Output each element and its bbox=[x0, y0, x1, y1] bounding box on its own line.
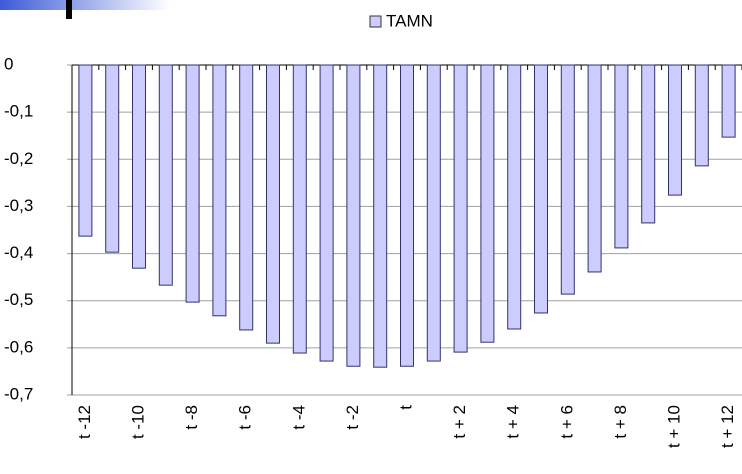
bar bbox=[694, 64, 709, 167]
bar bbox=[373, 64, 388, 368]
y-tick-label: -0,5 bbox=[4, 290, 33, 309]
decoration-bar bbox=[66, 0, 72, 19]
x-tick-label: t + 10 bbox=[664, 405, 683, 448]
x-tick-label: t -12 bbox=[75, 405, 94, 439]
bar bbox=[614, 64, 629, 249]
x-tick-label: t + 4 bbox=[504, 405, 523, 439]
legend-swatch bbox=[369, 15, 382, 28]
bar bbox=[292, 64, 307, 354]
bar bbox=[319, 64, 334, 362]
bar bbox=[641, 64, 656, 224]
y-tick-label: -0,4 bbox=[4, 243, 33, 262]
y-tick-label: -0,3 bbox=[4, 196, 33, 215]
y-tick-label: 0 bbox=[4, 54, 13, 73]
y-tick-label: -0,1 bbox=[4, 102, 33, 121]
y-tick-label: -0,6 bbox=[4, 337, 33, 356]
bar bbox=[507, 64, 522, 330]
bar bbox=[721, 64, 736, 138]
x-tick-label: t + 8 bbox=[611, 405, 630, 439]
bar bbox=[453, 64, 468, 353]
x-tick-label: t -2 bbox=[343, 405, 362, 430]
bar bbox=[78, 64, 93, 237]
y-tick-label: -0,7 bbox=[4, 384, 33, 403]
x-tick-label: t + 12 bbox=[718, 405, 737, 448]
bar bbox=[426, 64, 441, 362]
x-tick-label: t -8 bbox=[182, 405, 201, 430]
x-tick-label: t -6 bbox=[236, 405, 255, 430]
bar bbox=[158, 64, 173, 286]
x-tick-label: t + 6 bbox=[557, 405, 576, 439]
x-tick-label: t bbox=[396, 405, 415, 410]
bar bbox=[266, 64, 280, 344]
x-tick-label: t + 2 bbox=[450, 405, 469, 439]
x-tick-label: t -10 bbox=[128, 405, 147, 439]
bar bbox=[560, 64, 575, 295]
decoration-band bbox=[0, 0, 170, 10]
bar bbox=[239, 64, 254, 331]
legend-label: TAMN bbox=[386, 11, 433, 30]
x-tick-label: t -4 bbox=[289, 405, 308, 430]
bar bbox=[212, 64, 227, 317]
y-tick-label: -0,2 bbox=[4, 149, 33, 168]
bar bbox=[587, 64, 602, 273]
bar bbox=[105, 64, 120, 253]
bar bbox=[480, 64, 495, 343]
bar bbox=[346, 64, 361, 367]
bar bbox=[668, 64, 682, 196]
bar bbox=[534, 64, 548, 314]
bar bbox=[400, 64, 414, 367]
bar bbox=[132, 64, 146, 269]
bar bbox=[185, 64, 200, 303]
